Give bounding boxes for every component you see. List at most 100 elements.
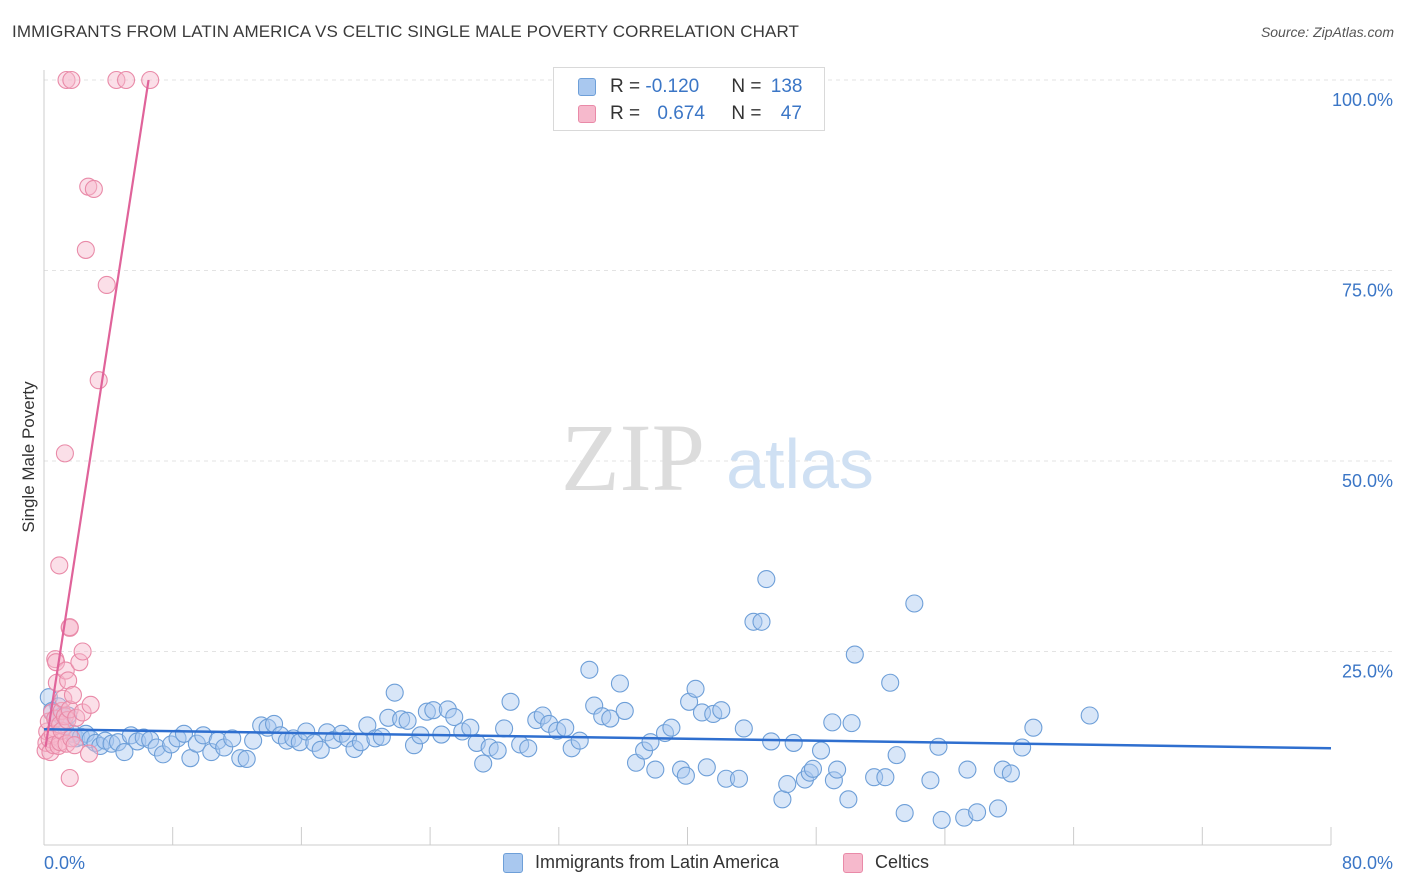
data-point-latin-america	[501, 692, 520, 711]
data-point-latin-america	[404, 736, 424, 755]
data-point-latin-america	[372, 727, 391, 746]
data-point-latin-america	[784, 733, 803, 752]
data-point-latin-america	[988, 799, 1008, 818]
data-point-celtics	[76, 240, 95, 259]
data-point-latin-america	[729, 769, 749, 788]
y-tick-label: 75.0%	[1342, 281, 1393, 301]
data-point-latin-america	[895, 803, 914, 823]
data-point-latin-america	[519, 739, 538, 758]
data-point-latin-america	[881, 673, 900, 692]
data-point-latin-america	[646, 760, 665, 779]
legend-item-latin-america[interactable]: Immigrants from Latin America	[503, 852, 779, 873]
legend-swatch-pink	[578, 105, 596, 123]
data-point-latin-america	[1024, 718, 1043, 737]
data-point-latin-america	[168, 729, 187, 748]
legend-n-label: N =	[731, 76, 767, 97]
data-point-latin-america	[932, 810, 951, 829]
data-point-latin-america	[174, 724, 194, 743]
data-point-latin-america	[905, 594, 924, 613]
data-point-latin-america	[570, 731, 589, 750]
data-point-celtics	[97, 275, 116, 295]
data-point-celtics	[116, 70, 136, 90]
data-point-celtics	[141, 70, 160, 90]
tick-labels: 100.0% 75.0% 50.0% 25.0% 0.0% 80.0%	[44, 90, 1393, 873]
y-tick-label: 100.0%	[1332, 90, 1393, 110]
data-point-latin-america	[717, 769, 736, 788]
trend-line-latin-america	[43, 727, 1332, 750]
data-point-celtics	[57, 70, 76, 90]
y-tick-label: 50.0%	[1342, 471, 1393, 491]
data-point-latin-america	[839, 790, 858, 809]
data-point-latin-america	[488, 741, 507, 760]
data-point-latin-america	[672, 760, 691, 779]
data-point-celtics	[73, 642, 92, 661]
legend-n-label: N =	[731, 103, 767, 124]
data-point-latin-america	[887, 746, 906, 765]
data-point-celtics	[54, 689, 73, 708]
trend-lines	[43, 79, 1332, 750]
data-point-latin-america	[474, 754, 493, 773]
data-point-latin-america	[842, 714, 861, 733]
data-point-latin-america	[762, 732, 781, 751]
data-point-latin-america	[958, 760, 977, 779]
data-point-latin-america	[231, 749, 250, 768]
data-point-latin-america	[385, 683, 404, 702]
data-point-latin-america	[601, 709, 620, 728]
data-point-latin-america	[676, 766, 695, 785]
data-point-celtics	[89, 371, 108, 390]
watermark-atlas: atlas	[726, 425, 874, 503]
data-point-celtics	[65, 736, 84, 755]
data-point-latin-america	[580, 660, 599, 679]
legend-n-value: 47	[780, 103, 802, 124]
data-point-latin-america	[811, 741, 831, 760]
data-point-latin-america	[495, 719, 514, 738]
legend-n-value: 138	[770, 76, 803, 97]
data-point-latin-america	[610, 674, 629, 693]
data-point-celtics	[107, 70, 126, 90]
data-point-celtics	[79, 744, 99, 763]
data-point-celtics	[59, 671, 78, 690]
legend-item-celtics[interactable]: Celtics	[843, 852, 929, 873]
legend-swatch-pink	[843, 852, 863, 873]
data-point-latin-america	[311, 740, 330, 759]
legend-row-celtics: R = 0.674 N = 47	[578, 101, 802, 127]
data-point-latin-america	[392, 710, 411, 729]
legend-r-value: -0.120	[645, 76, 700, 97]
data-point-latin-america	[773, 790, 792, 809]
data-point-latin-america	[823, 713, 842, 732]
series-legend: Immigrants from Latin America Celtics	[0, 852, 1406, 878]
data-point-latin-america	[556, 718, 575, 737]
data-point-latin-america	[778, 775, 797, 794]
data-point-latin-america	[115, 743, 134, 762]
legend-r-value: 0.674	[657, 103, 705, 124]
data-point-celtics	[55, 444, 74, 463]
grid-layer	[44, 79, 1392, 652]
data-point-latin-america	[641, 733, 660, 752]
data-point-latin-america	[929, 737, 948, 756]
data-point-latin-america	[734, 719, 753, 738]
legend-row-latin-america: R = -0.120 N = 138	[578, 74, 802, 100]
trend-line-celtics	[44, 79, 150, 747]
data-point-latin-america	[438, 700, 457, 719]
data-point-latin-america	[417, 702, 436, 721]
data-point-latin-america	[845, 645, 864, 664]
legend-item-label: Celtics	[875, 852, 930, 872]
chart-title: IMMIGRANTS FROM LATIN AMERICA VS CELTIC …	[12, 22, 800, 41]
data-point-latin-america	[828, 760, 847, 779]
data-point-latin-america	[712, 701, 731, 720]
data-point-latin-america	[147, 738, 166, 757]
data-point-celtics	[84, 179, 103, 199]
series-celtics-points	[36, 70, 160, 788]
data-point-latin-america	[921, 771, 940, 790]
data-point-latin-america	[697, 758, 716, 777]
data-point-latin-america	[876, 768, 895, 787]
data-point-celtics	[62, 70, 81, 90]
data-point-latin-america	[615, 701, 634, 720]
data-point-latin-america	[244, 731, 263, 750]
data-point-celtics	[63, 685, 83, 704]
x-tick-label: 0.0%	[44, 853, 85, 873]
data-point-latin-america	[102, 734, 121, 753]
legend-swatch-blue	[578, 78, 596, 96]
data-point-latin-america	[237, 749, 256, 768]
